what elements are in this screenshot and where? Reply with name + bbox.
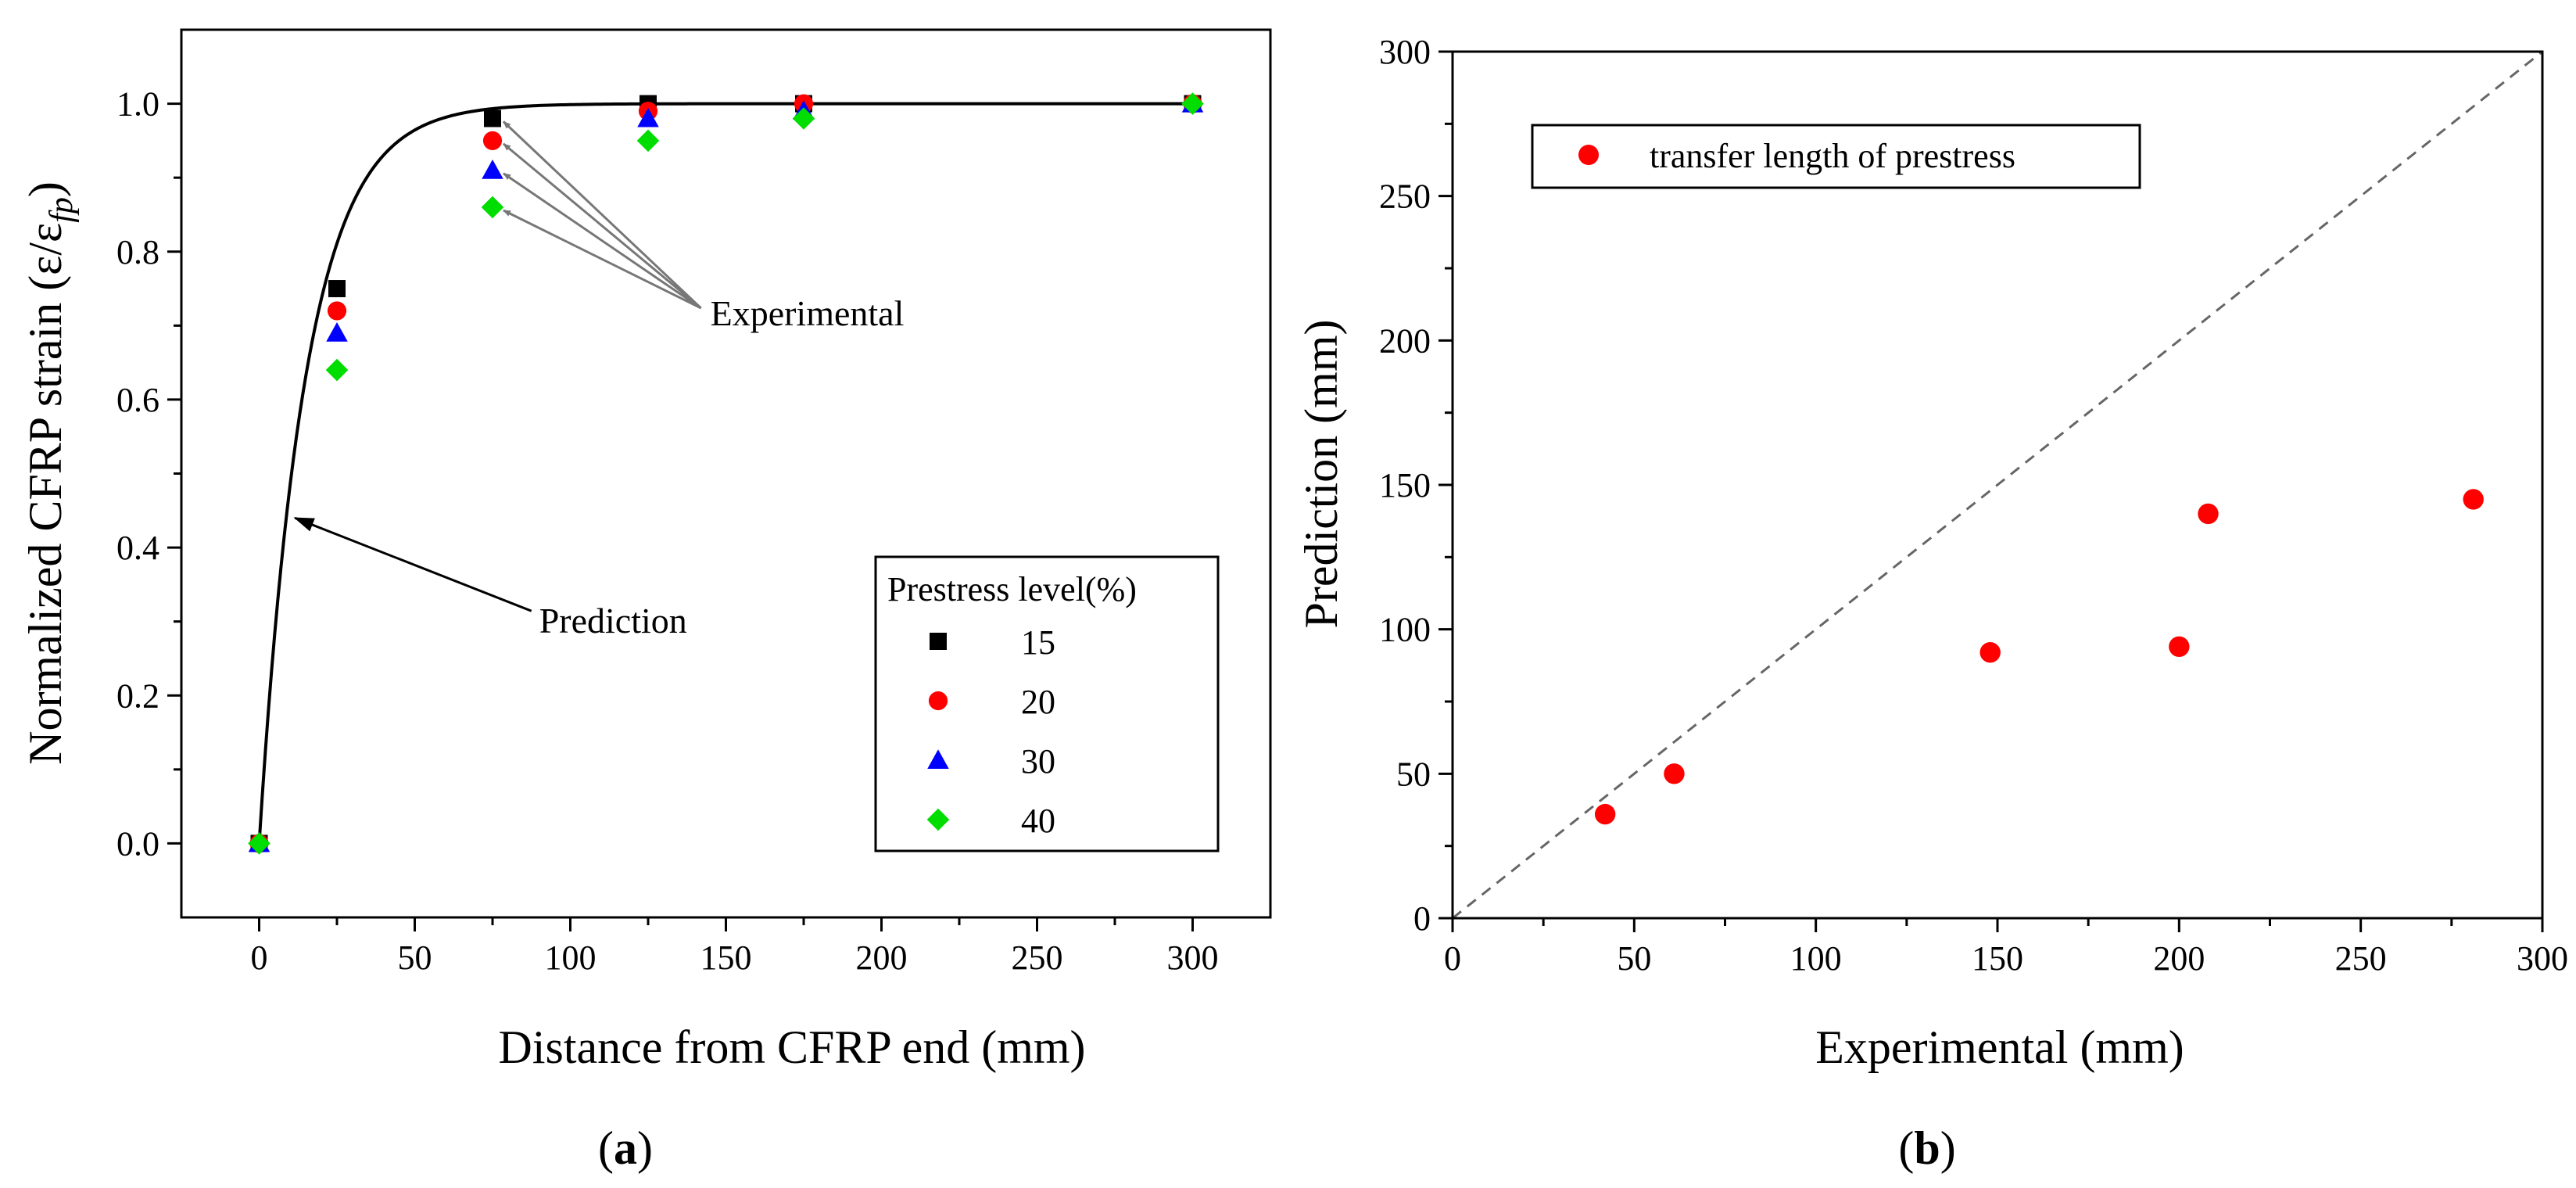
- point-series-30: [326, 322, 348, 342]
- legend-label-15: 15: [1021, 623, 1055, 662]
- panel-a-open: (: [598, 1122, 614, 1174]
- point-series-30: [482, 159, 503, 179]
- ylabel-sub: fp: [44, 197, 80, 223]
- x-tick-label: 300: [1167, 939, 1219, 977]
- chart-a: 0 50 100 150 200 250 300 0.0 0.2 0.4 0.6 0.8 1.0 Pre…: [20, 28, 1272, 1174]
- prediction-curve: [257, 102, 1193, 844]
- legend-marker-40: [926, 808, 950, 831]
- panel-label-b: (b): [1898, 1122, 1955, 1174]
- point-series-40: [792, 107, 815, 130]
- point-transfer-length: [2463, 489, 2484, 510]
- x-tick-label: 50: [398, 939, 432, 977]
- y-tick-label: 150: [1379, 466, 1431, 504]
- legend-label-20: 20: [1021, 683, 1055, 721]
- legend-marker-circle: [1578, 145, 1599, 165]
- legend-label-30: 30: [1021, 742, 1055, 781]
- chart-a-xlabel: Distance from CFRP end (mm): [498, 1021, 1085, 1073]
- y-tick-label: 0.8: [116, 233, 159, 271]
- point-transfer-length: [1594, 803, 1616, 825]
- panel-b-letter: b: [1914, 1122, 1940, 1174]
- chart-a-annotations: Prediction Experimental: [293, 120, 905, 641]
- x-tick-label: 200: [856, 939, 908, 977]
- y-tick-label: 50: [1396, 755, 1431, 793]
- experimental-arrow: [502, 120, 702, 310]
- panel-a-close: ): [637, 1122, 653, 1174]
- experimental-annotation: Experimental: [711, 293, 905, 333]
- panel-b-close: ): [1940, 1122, 1956, 1174]
- legend-label-transfer-length: transfer length of prestress: [1650, 137, 2015, 175]
- y-tick-label: 0.6: [116, 381, 159, 419]
- x-tick-label: 0: [251, 939, 268, 977]
- x-tick-label: 300: [2517, 939, 2568, 978]
- point-series-40: [248, 832, 270, 855]
- x-tick-label: 100: [545, 939, 597, 977]
- point-transfer-length: [1979, 642, 2001, 663]
- x-tick-label: 200: [2153, 939, 2205, 978]
- legend-items: 15 20 30 40: [926, 623, 1055, 840]
- chart-b-xlabel: Experimental (mm): [1815, 1021, 2184, 1073]
- x-tick-label: 0: [1444, 939, 1461, 978]
- chart-b-plot-frame: [1451, 50, 2544, 920]
- point-series-15: [484, 109, 501, 127]
- chart-b-ylabel: Prediction (mm): [1295, 320, 1347, 629]
- chart-b-points: [1594, 489, 2484, 825]
- x-tick-label: 250: [1012, 939, 1063, 977]
- point-series-30: [637, 107, 659, 127]
- panel-b-open: (: [1898, 1122, 1914, 1174]
- legend-marker-30: [927, 749, 949, 769]
- prediction-arrow: [293, 516, 532, 612]
- chart-a-plot-frame: [180, 28, 1272, 919]
- panel-label-a: (a): [598, 1122, 653, 1174]
- point-series-15: [328, 280, 346, 298]
- x-tick-label: 50: [1617, 939, 1651, 978]
- y-tick-label: 1.0: [116, 85, 159, 124]
- x-tick-label: 150: [700, 939, 752, 977]
- point-transfer-length: [1664, 763, 1685, 784]
- y-tick-label: 300: [1379, 33, 1431, 71]
- experimental-arrow: [503, 142, 702, 310]
- y-tick-label: 100: [1379, 611, 1431, 649]
- y-tick-label: 0.2: [116, 677, 159, 715]
- experimental-arrow: [503, 172, 702, 310]
- y-tick-label: 200: [1379, 321, 1431, 360]
- x-tick-label: 150: [1972, 939, 2023, 978]
- chart-b-legend: transfer length of prestress: [1531, 124, 2141, 189]
- y-tick-label: 0: [1413, 899, 1431, 938]
- point-series-20: [482, 131, 503, 150]
- chart-a-ticks: 0 50 100 150 200 250 300 0.0 0.2 0.4 0.6 0.8 1.0: [116, 85, 1219, 977]
- ylabel-close: ): [20, 181, 71, 197]
- panel-a-letter: a: [614, 1122, 637, 1174]
- point-series-20: [327, 301, 347, 321]
- point-series-40: [636, 129, 660, 153]
- chart-a-points: [248, 92, 1204, 855]
- prediction-annotation: Prediction: [539, 601, 687, 641]
- legend-marker-15: [930, 633, 947, 650]
- y-tick-label: 0.0: [116, 824, 159, 863]
- legend-title: Prestress level(%): [887, 570, 1137, 608]
- legend-marker-20: [928, 691, 948, 711]
- x-tick-label: 100: [1790, 939, 1842, 978]
- ylabel-main: Normalized CFRP strain (ε/ε: [20, 223, 71, 765]
- y-tick-label: 0.4: [116, 529, 159, 567]
- experimental-arrow: [503, 209, 702, 310]
- point-transfer-length: [2169, 636, 2190, 658]
- point-series-40: [481, 196, 504, 219]
- y-tick-label: 250: [1379, 178, 1431, 216]
- chart-b: 0 50 100 150 200 250 300 0 50 100 150 200 250 300 tra…: [1295, 33, 2568, 1174]
- chart-a-legend: Prestress level(%) 15 20 30 40: [874, 555, 1220, 852]
- legend-box-b: [1531, 124, 2141, 189]
- x-tick-label: 250: [2335, 939, 2387, 978]
- point-series-40: [1181, 92, 1204, 115]
- reference-line: [1452, 50, 2543, 920]
- point-series-40: [325, 358, 349, 382]
- legend-label-40: 40: [1021, 802, 1055, 840]
- chart-a-ylabel: Normalized CFRP strain (ε/εfp): [20, 181, 80, 765]
- chart-b-ticks: 0 50 100 150 200 250 300 0 50 100 150 200 250 300: [1379, 33, 2568, 978]
- point-transfer-length: [2198, 503, 2219, 525]
- experimental-arrows: [502, 120, 702, 310]
